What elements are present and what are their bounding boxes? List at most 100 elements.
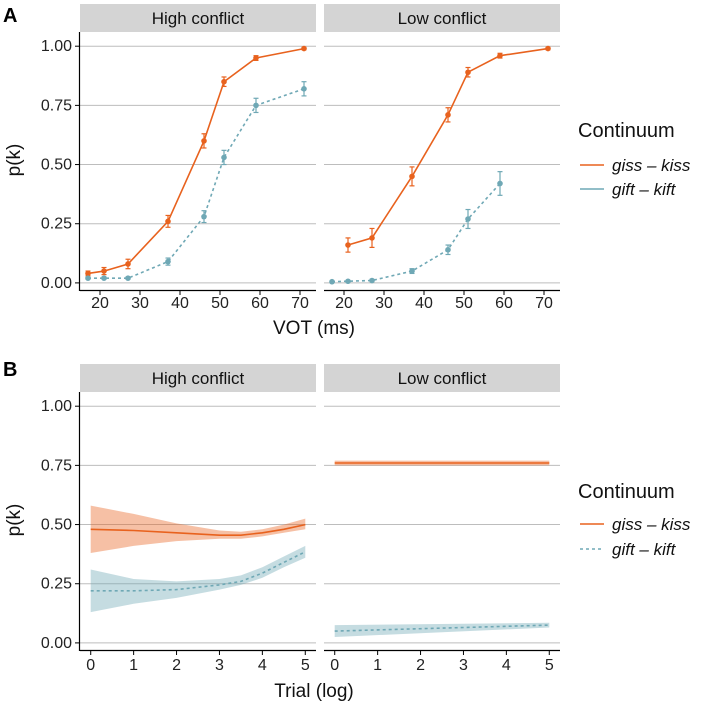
data-point-giss-kiss-37	[165, 218, 171, 225]
x-tick-label-20: 20	[91, 295, 109, 312]
series-line-giss-kiss-high-conflict-b	[90, 523, 306, 537]
data-point-gift-kift-46	[445, 246, 451, 253]
x-tick-label-3: 3	[459, 657, 468, 674]
x-tick-label-4: 4	[502, 657, 511, 674]
x-tick-label-60: 60	[495, 295, 513, 312]
strip-high-conflict-a	[80, 4, 316, 32]
data-point-giss-kiss-59	[497, 52, 503, 59]
data-point-giss-kiss-71	[545, 45, 551, 52]
legend-b: Continuum giss – kiss gift – kift	[578, 481, 691, 559]
data-point-giss-kiss-46	[445, 112, 451, 118]
x-tick-label-3: 3	[215, 657, 224, 674]
legend-label-giss-kiss-a: giss – kiss	[612, 156, 691, 175]
y-tick-label-0.75: 0.75	[41, 457, 72, 474]
legend-label-gift-kift-b: gift – kift	[612, 540, 677, 559]
data-point-gift-kift-17	[329, 278, 335, 285]
x-tick-label-60: 60	[251, 295, 269, 312]
x-tick-label-70: 70	[291, 295, 309, 312]
data-point-gift-kift-27	[369, 277, 375, 284]
series-line-giss-kiss-high-conflict-a	[87, 47, 305, 275]
data-point-gift-kift-51	[465, 216, 471, 222]
ci-band-giss-kiss-high-conflict-b	[90, 505, 306, 553]
data-point-giss-kiss-51	[221, 78, 227, 85]
data-point-gift-kift-46	[201, 213, 207, 220]
strip-low-conflict-b	[324, 364, 560, 392]
facet-high-conflict-a: High conflict 20 30 40 50 60 70	[80, 4, 316, 312]
y-axis-title-b: p(k)	[4, 504, 25, 537]
y-tick-label-1.00: 1.00	[41, 38, 72, 55]
series-line-giss-kiss-low-conflict-a	[347, 47, 549, 246]
y-tick-label-0.25: 0.25	[41, 216, 72, 233]
data-point-giss-kiss-51	[465, 69, 471, 76]
data-point-gift-kift-51	[221, 154, 227, 161]
data-point-giss-kiss-27	[125, 261, 131, 267]
y-tick-label-0.50: 0.50	[41, 157, 72, 174]
x-tick-label-2: 2	[416, 657, 425, 674]
strip-label-high-conflict-a: High conflict	[152, 9, 245, 28]
legend-label-gift-kift-a: gift – kift	[612, 180, 677, 199]
x-tick-label-50: 50	[211, 295, 229, 312]
y-tick-label-0.00: 0.00	[41, 635, 72, 652]
x-tick-label-2: 2	[172, 657, 181, 674]
facet-low-conflict-a: Low conflict 20 30 40 50 60 70	[324, 4, 560, 312]
figure-b: B p(k) Trial (log) Continuum giss – kiss…	[3, 359, 691, 702]
y-axis-title-a: p(k)	[4, 144, 25, 177]
x-axis-title-b: Trial (log)	[274, 681, 354, 702]
data-point-giss-kiss-17	[85, 270, 91, 277]
strip-high-conflict-b	[80, 364, 316, 392]
x-tick-label-1: 1	[373, 657, 382, 674]
x-tick-label-40: 40	[415, 295, 433, 312]
data-point-giss-kiss-59	[253, 55, 259, 61]
y-tick-label-0.75: 0.75	[41, 97, 72, 114]
figure-a: A p(k) VOT (ms) Continuum giss – kiss gi…	[3, 4, 691, 339]
panel-label-a: A	[3, 5, 17, 27]
ci-band-gift-kift-low-conflict-b	[334, 622, 550, 637]
series-line-gift-kift-high-conflict-b	[90, 551, 306, 592]
x-tick-label-0: 0	[86, 657, 95, 674]
data-point-giss-kiss-71	[301, 45, 307, 52]
ci-band-gift-kift-high-conflict-b	[90, 545, 306, 613]
facet-high-conflict-b: High conflict 0 1 2 3 4 5	[80, 364, 316, 674]
x-axis-title-a: VOT (ms)	[273, 318, 355, 339]
y-tick-label-0.00: 0.00	[41, 275, 72, 292]
legend-a: Continuum giss – kiss gift – kift	[578, 120, 691, 199]
data-point-giss-kiss-46	[201, 138, 207, 144]
data-point-giss-kiss-21	[101, 268, 107, 274]
data-point-gift-kift-37	[409, 268, 415, 274]
data-point-gift-kift-59	[497, 180, 503, 187]
x-tick-label-1: 1	[129, 657, 138, 674]
facet-low-conflict-b: Low conflict 0 1 2 3 4 5	[324, 364, 560, 674]
data-point-gift-kift-17	[85, 275, 91, 281]
x-tick-label-5: 5	[545, 657, 554, 674]
x-tick-label-5: 5	[301, 657, 310, 674]
data-point-gift-kift-21	[101, 275, 107, 281]
data-point-giss-kiss-21	[345, 242, 351, 248]
y-tick-label-0.50: 0.50	[41, 517, 72, 534]
strip-label-low-conflict-b: Low conflict	[398, 369, 487, 388]
data-point-gift-kift-21	[345, 278, 351, 285]
x-tick-label-30: 30	[131, 295, 149, 312]
data-point-giss-kiss-27	[369, 235, 375, 241]
legend-title-a: Continuum	[578, 120, 675, 142]
series-line-gift-kift-low-conflict-a	[331, 182, 501, 283]
data-point-giss-kiss-37	[409, 173, 415, 180]
x-tick-label-30: 30	[375, 295, 393, 312]
y-tick-label-1.00: 1.00	[41, 398, 72, 415]
panel-label-b: B	[3, 359, 17, 381]
x-tick-label-20: 20	[335, 295, 353, 312]
data-point-gift-kift-71	[301, 86, 307, 92]
strip-low-conflict-a	[324, 4, 560, 32]
x-tick-label-50: 50	[455, 295, 473, 312]
x-tick-label-4: 4	[258, 657, 267, 674]
series-line-gift-kift-high-conflict-a	[88, 88, 305, 280]
legend-title-b: Continuum	[578, 481, 675, 503]
x-tick-label-40: 40	[171, 295, 189, 312]
data-point-gift-kift-59	[253, 102, 259, 109]
x-tick-label-70: 70	[535, 295, 553, 312]
legend-label-giss-kiss-b: giss – kiss	[612, 515, 691, 534]
data-point-gift-kift-27	[125, 275, 131, 281]
x-tick-label-0: 0	[330, 657, 339, 674]
strip-label-low-conflict-a: Low conflict	[398, 9, 487, 28]
data-point-gift-kift-37	[165, 258, 171, 265]
